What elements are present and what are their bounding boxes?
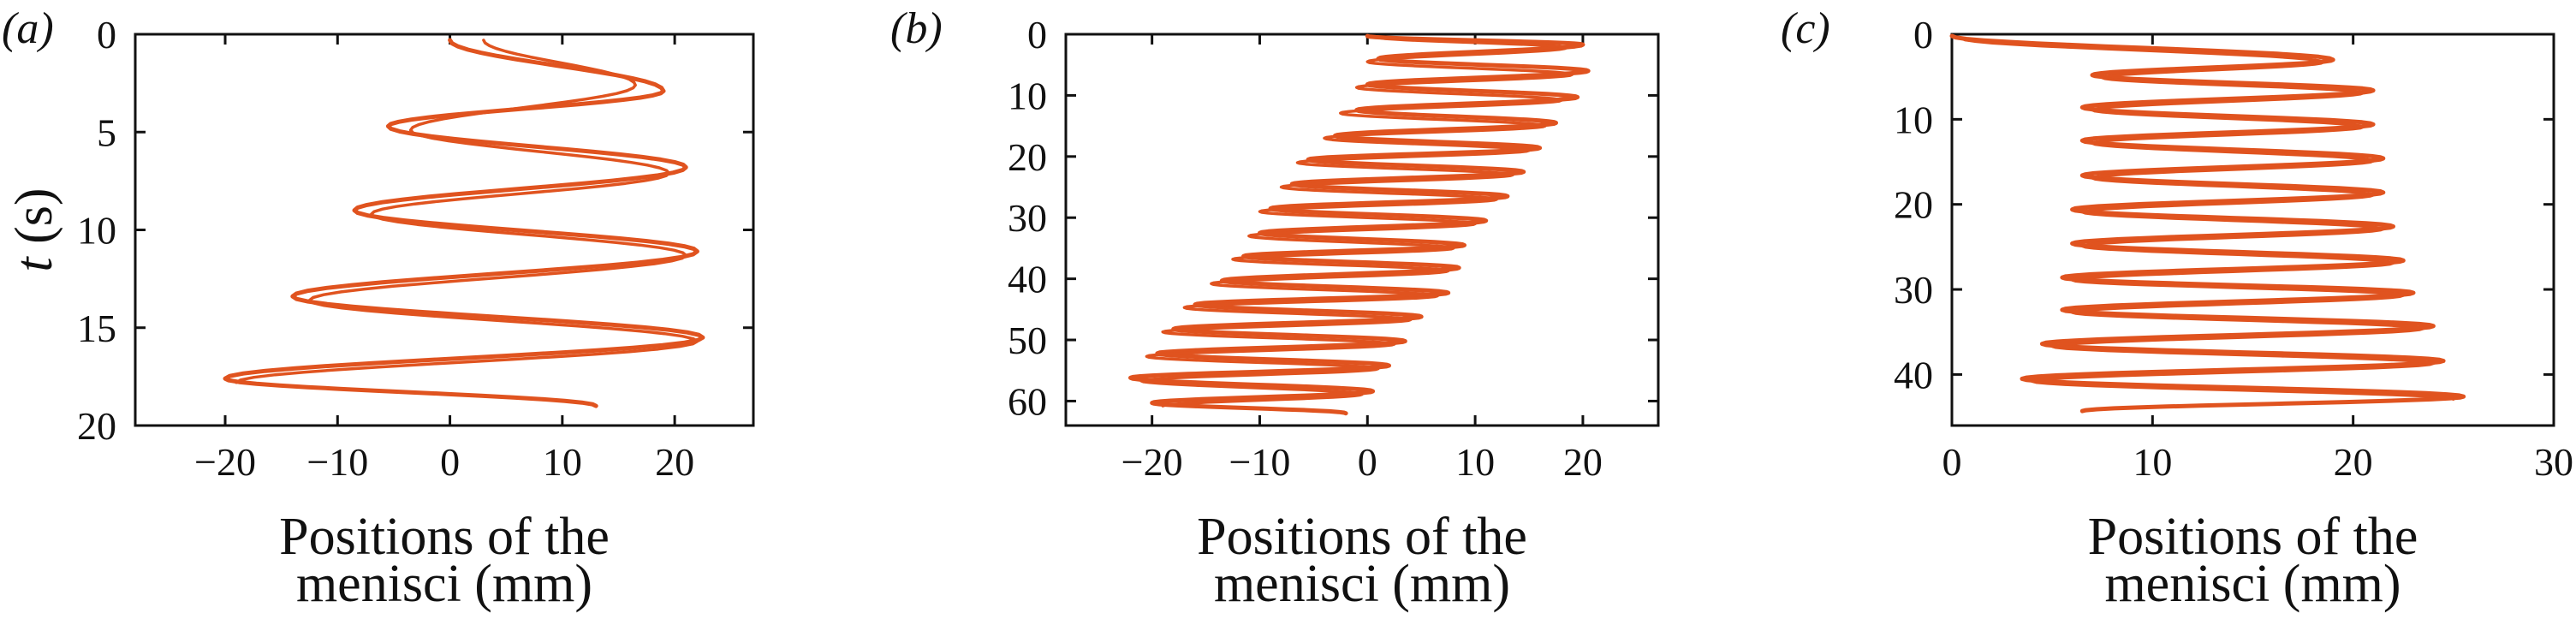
x-tick-label: 20	[655, 440, 694, 484]
x-tick-label: 20	[1563, 440, 1603, 484]
x-tick-label: −10	[1229, 440, 1290, 484]
y-tick-label: 0	[1913, 13, 1933, 57]
y-tick-label: 30	[1894, 268, 1933, 312]
x-axis-title: Positions of the	[279, 508, 610, 566]
y-tick-label: 20	[77, 404, 116, 448]
x-tick-label: 10	[2133, 440, 2172, 484]
panel-b: (b) 0 10 20 30 40 50 60 −20 −10 0 10 20 Positions of …	[890, 4, 1660, 613]
panel-a: (a) 0 5 10 15 20 −20 −10 0 10 20 Positions of theme…	[2, 4, 755, 613]
x-tick-label: 10	[543, 440, 582, 484]
y-tick-label: 10	[77, 209, 116, 253]
plot-frame	[1064, 33, 1660, 427]
x-axis-title: menisci (mm)	[296, 555, 592, 613]
meniscus-curve-1	[1949, 33, 2466, 414]
panel-c: (c) 0 10 20 30 40 0 10 20 30 Positions of themenis…	[1781, 4, 2573, 613]
meniscus-curve-2	[1139, 35, 1574, 408]
y-tick-label: 10	[1008, 74, 1047, 117]
meniscus-curve-2	[235, 39, 699, 384]
x-axis-title: Positions of the	[2088, 508, 2418, 566]
x-tick-label: 20	[2334, 440, 2373, 484]
y-tick-label: 20	[1008, 135, 1047, 179]
x-tick-label: 10	[1455, 440, 1495, 484]
y-tick-label: 0	[97, 13, 116, 57]
x-axis-title: menisci (mm)	[1214, 555, 1510, 613]
panel-label: (b)	[890, 4, 943, 53]
y-tick-label: 40	[1894, 353, 1933, 396]
y-tick-label: 15	[77, 307, 116, 350]
x-tick-label: 0	[440, 440, 460, 484]
x-tick-label: −20	[1121, 440, 1183, 484]
y-tick-label: 5	[97, 110, 116, 154]
panel-label: (c)	[1781, 4, 1830, 53]
y-tick-label: 0	[1027, 13, 1047, 57]
y-tick-label: 40	[1008, 258, 1047, 301]
y-tick-label: 60	[1008, 379, 1047, 423]
y-tick-label: 10	[1894, 98, 1933, 141]
x-tick-label: −10	[306, 440, 368, 484]
x-axis-title: Positions of the	[1197, 508, 1527, 566]
x-tick-label: −20	[194, 440, 256, 484]
meniscus-curve-2	[1960, 37, 2455, 401]
x-tick-label: 0	[1358, 440, 1377, 484]
panel-label: (a)	[2, 4, 54, 53]
plot-frame	[1950, 33, 2555, 427]
x-tick-label: 30	[2534, 440, 2573, 484]
y-tick-label: 30	[1008, 196, 1047, 240]
meniscus-curve-1	[1128, 33, 1591, 416]
y-tick-label: 20	[1894, 183, 1933, 227]
y-tick-label: 50	[1008, 318, 1047, 362]
x-axis-title: menisci (mm)	[2104, 555, 2400, 613]
x-tick-label: 0	[1942, 440, 1962, 484]
y-axis-title: t (s)	[5, 188, 63, 271]
